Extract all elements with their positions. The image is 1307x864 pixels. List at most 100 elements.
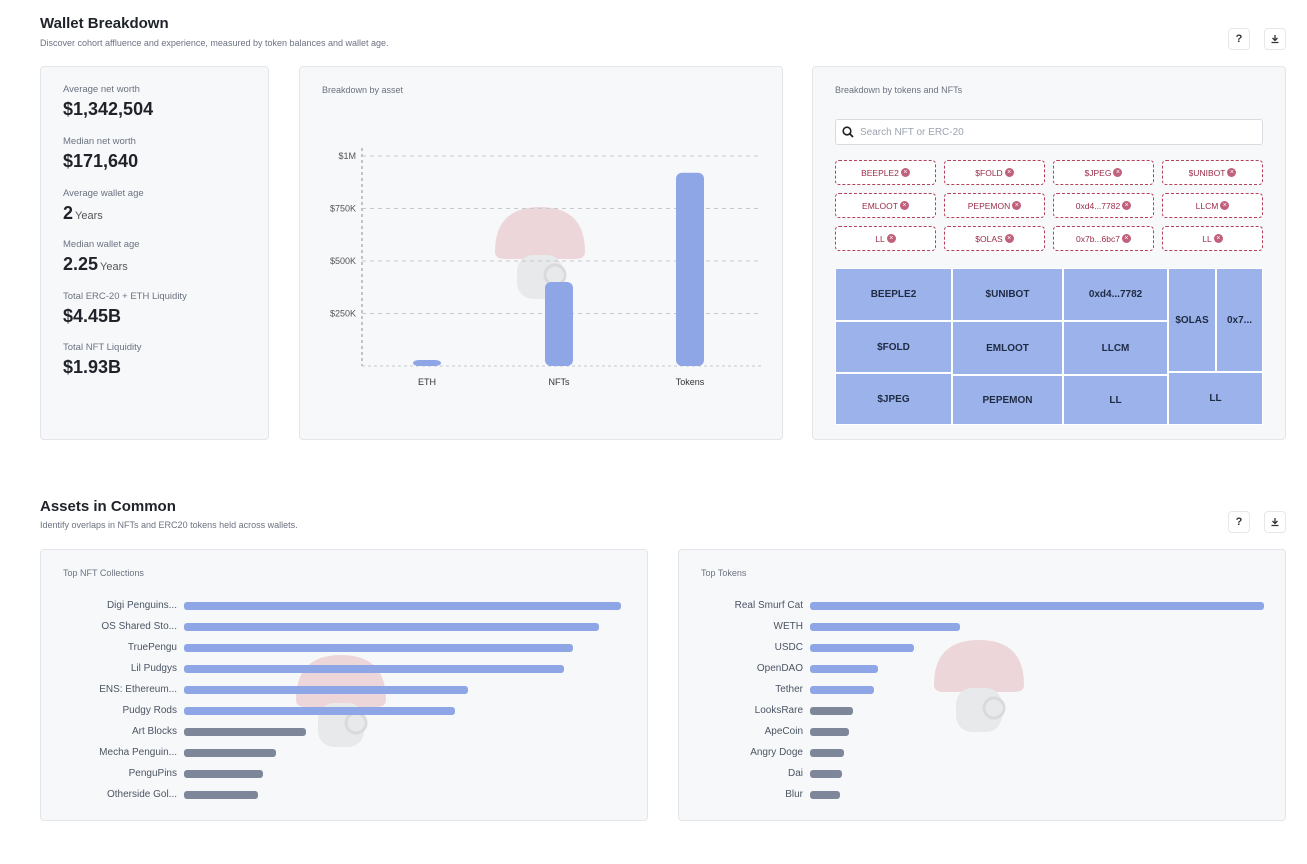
remove-chip-icon[interactable]: × — [886, 234, 896, 243]
wallet-help-button[interactable]: ? — [1228, 28, 1250, 50]
remove-chip-icon[interactable]: × — [1121, 234, 1131, 243]
bar[interactable] — [810, 602, 1264, 610]
common-help-button[interactable]: ? — [1228, 511, 1250, 533]
token-bar-chart: Real Smurf Cat WETH USDC OpenDAO Tether Looks… — [679, 550, 1285, 820]
chip-label: $UNIBOT — [1188, 167, 1226, 178]
remove-chip-icon[interactable]: × — [1122, 201, 1132, 210]
download-icon — [1271, 35, 1279, 44]
bar[interactable] — [810, 623, 960, 631]
bar[interactable] — [810, 707, 854, 715]
bar[interactable] — [184, 770, 263, 778]
treemap-cell[interactable]: $UNIBOT — [952, 268, 1063, 321]
bar[interactable] — [184, 602, 621, 610]
treemap-cell[interactable]: 0xd4...7782 — [1063, 268, 1168, 321]
bar-label: LooksRare — [754, 705, 803, 716]
asset-chip[interactable]: LL × — [835, 226, 936, 251]
remove-chip-icon[interactable]: × — [1004, 168, 1014, 177]
download-icon — [1271, 518, 1279, 527]
bar-label: Mecha Penguin... — [99, 747, 177, 758]
remove-chip-icon[interactable]: × — [899, 201, 909, 210]
bar-label: Dai — [787, 768, 803, 779]
asset-chip[interactable]: EMLOOT × — [835, 193, 936, 218]
bar[interactable] — [810, 749, 845, 757]
stat-median-net-worth: Median net worth $171,640 — [63, 136, 138, 172]
bar-label: TruePengu — [127, 642, 177, 653]
x-tick-label: Tokens — [676, 377, 705, 387]
asset-chip[interactable]: LLCM × — [1162, 193, 1263, 218]
common-download-button[interactable] — [1264, 511, 1286, 533]
stat-average-wallet-age: Average wallet age 2 Years — [63, 188, 144, 224]
asset-chip[interactable]: LL × — [1162, 226, 1263, 251]
treemap-cell[interactable]: BEEPLE2 — [835, 268, 952, 321]
asset-chip[interactable]: $JPEG × — [1053, 160, 1154, 185]
nft-token-search[interactable] — [835, 119, 1263, 145]
stat-value: $4.45B — [63, 306, 122, 326]
remove-chip-icon[interactable]: × — [1220, 201, 1230, 210]
bar[interactable] — [810, 644, 915, 652]
stat-label: Total NFT Liquidity — [63, 342, 142, 353]
bar-label: Otherside Gol... — [106, 789, 177, 800]
bar-label: USDC — [774, 642, 803, 653]
treemap-cell[interactable]: 0x7... — [1216, 268, 1263, 372]
asset-chip[interactable]: $OLAS × — [944, 226, 1045, 251]
asset-chip[interactable]: $FOLD × — [944, 160, 1045, 185]
remove-chip-icon[interactable]: × — [1227, 168, 1237, 177]
chip-label: LL — [875, 233, 885, 244]
stat-label: Average net worth — [63, 84, 140, 95]
stat-number: 2 — [63, 203, 74, 223]
bar[interactable] — [184, 665, 565, 673]
top-nft-card: Top NFT Collections Digi Penguins... OS S… — [40, 549, 648, 821]
stat-number: 2.25 — [63, 254, 99, 274]
bar[interactable] — [184, 749, 276, 757]
bar[interactable] — [184, 707, 455, 715]
chip-label: 0xd4...7782 — [1075, 200, 1121, 211]
bar[interactable] — [810, 665, 879, 673]
bar-label: PenguPins — [128, 768, 177, 779]
stat-value: $1.93B — [63, 357, 122, 377]
bar[interactable] — [184, 728, 307, 736]
remove-chip-icon[interactable]: × — [1004, 234, 1014, 243]
selected-asset-chips: BEEPLE2 × $FOLD × $JPEG × $UNIBOT × EMLOOT × … — [835, 160, 1263, 251]
remove-chip-icon[interactable]: × — [900, 168, 910, 177]
asset-chip[interactable]: BEEPLE2 × — [835, 160, 936, 185]
stat-label: Median net worth — [63, 136, 136, 147]
bar[interactable] — [810, 686, 874, 694]
bar-label: Angry Doge — [750, 747, 803, 758]
x-tick-label: NFTs — [549, 377, 570, 387]
bar[interactable] — [810, 770, 842, 778]
remove-chip-icon[interactable]: × — [1113, 168, 1123, 177]
bar[interactable] — [184, 791, 259, 799]
treemap-cell[interactable]: LL — [1168, 372, 1263, 425]
asset-chip[interactable]: 0xd4...7782 × — [1053, 193, 1154, 218]
asset-breakdown-label: Breakdown by asset — [322, 85, 404, 95]
treemap-cell[interactable]: EMLOOT — [952, 321, 1063, 375]
stat-value: $1,342,504 — [63, 99, 154, 119]
bar-label: ENS: Ethereum... — [99, 684, 177, 695]
treemap-cell[interactable]: LLCM — [1063, 321, 1168, 375]
bar[interactable] — [184, 686, 469, 694]
chip-label: LL — [1202, 233, 1212, 244]
bar[interactable] — [810, 791, 840, 799]
stat-unit: Years — [100, 261, 128, 273]
bar[interactable] — [184, 644, 573, 652]
asset-chip[interactable]: 0x7b...6bc7 × — [1053, 226, 1154, 251]
bar[interactable] — [810, 728, 849, 736]
treemap-cell[interactable]: PEPEMON — [952, 375, 1063, 425]
wallet-download-button[interactable] — [1264, 28, 1286, 50]
treemap-cell[interactable]: LL — [1063, 375, 1168, 425]
y-tick-label: $1M — [338, 151, 356, 161]
treemap-cell[interactable]: $OLAS — [1168, 268, 1216, 372]
top-nft-label: Top NFT Collections — [63, 568, 144, 578]
asset-chip[interactable]: PEPEMON × — [944, 193, 1045, 218]
search-input[interactable] — [860, 126, 1240, 138]
asset-treemap: BEEPLE2 $UNIBOT 0xd4...7782 $OLAS 0x7...… — [835, 268, 1263, 425]
treemap-cell[interactable]: $FOLD — [835, 321, 952, 373]
bar[interactable] — [184, 623, 600, 631]
tokens-nfts-card: Breakdown by tokens and NFTs BEEPLE2× $F… — [812, 66, 1286, 440]
remove-chip-icon[interactable]: × — [1213, 234, 1223, 243]
stat-label: Total ERC-20 + ETH Liquidity — [63, 291, 187, 302]
asset-chip[interactable]: $UNIBOT × — [1162, 160, 1263, 185]
treemap-cell[interactable]: $JPEG — [835, 373, 952, 425]
bar-label: Lil Pudgys — [130, 663, 177, 674]
remove-chip-icon[interactable]: × — [1012, 201, 1022, 210]
